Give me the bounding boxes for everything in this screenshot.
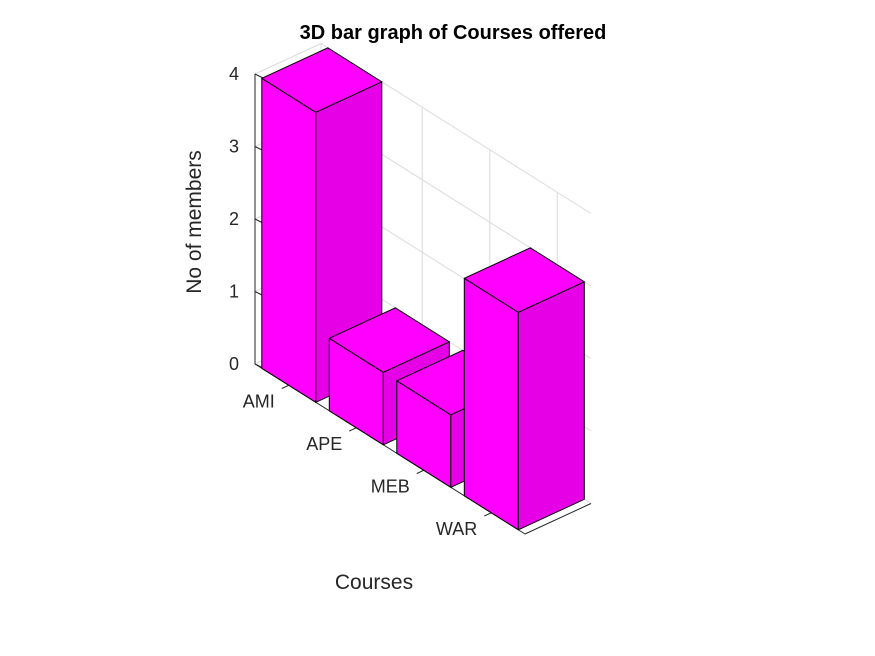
bar-front-face — [463, 277, 519, 531]
y-axis-label: No of members — [183, 150, 206, 294]
x-tick-label-ami: AMI — [243, 391, 275, 411]
wall-gridline — [254, 43, 322, 75]
x-tick — [349, 427, 357, 432]
labels-layer: 0 1 2 3 4 AMI APE MEB WAR — [229, 64, 477, 539]
bar-war — [463, 247, 585, 531]
z-tick-label: 3 — [229, 137, 239, 157]
x-tick — [416, 469, 424, 475]
bar-side-face — [517, 281, 585, 531]
bar-top-face — [463, 247, 585, 313]
x-tick-label-ape: APE — [306, 434, 342, 454]
z-tick — [254, 73, 264, 79]
x-tick — [281, 384, 289, 390]
x-tick-label-meb: MEB — [371, 476, 410, 496]
bar-front-face — [261, 77, 317, 403]
x-tick-label-war: WAR — [436, 519, 477, 539]
chart-title: 3D bar graph of Courses offered — [300, 22, 607, 44]
bar-top-face — [328, 307, 450, 373]
z-tick-label: 4 — [229, 64, 239, 84]
bars-layer — [261, 47, 585, 531]
x-tick — [484, 512, 492, 517]
depth-axis-line — [524, 503, 592, 535]
x-axis-label: Courses — [335, 571, 413, 594]
z-tick-label: 1 — [229, 282, 239, 302]
bar-top-face — [261, 47, 383, 113]
z-tick-label: 2 — [229, 209, 239, 229]
z-tick-label: 0 — [229, 354, 239, 374]
bar-ami — [261, 47, 383, 403]
